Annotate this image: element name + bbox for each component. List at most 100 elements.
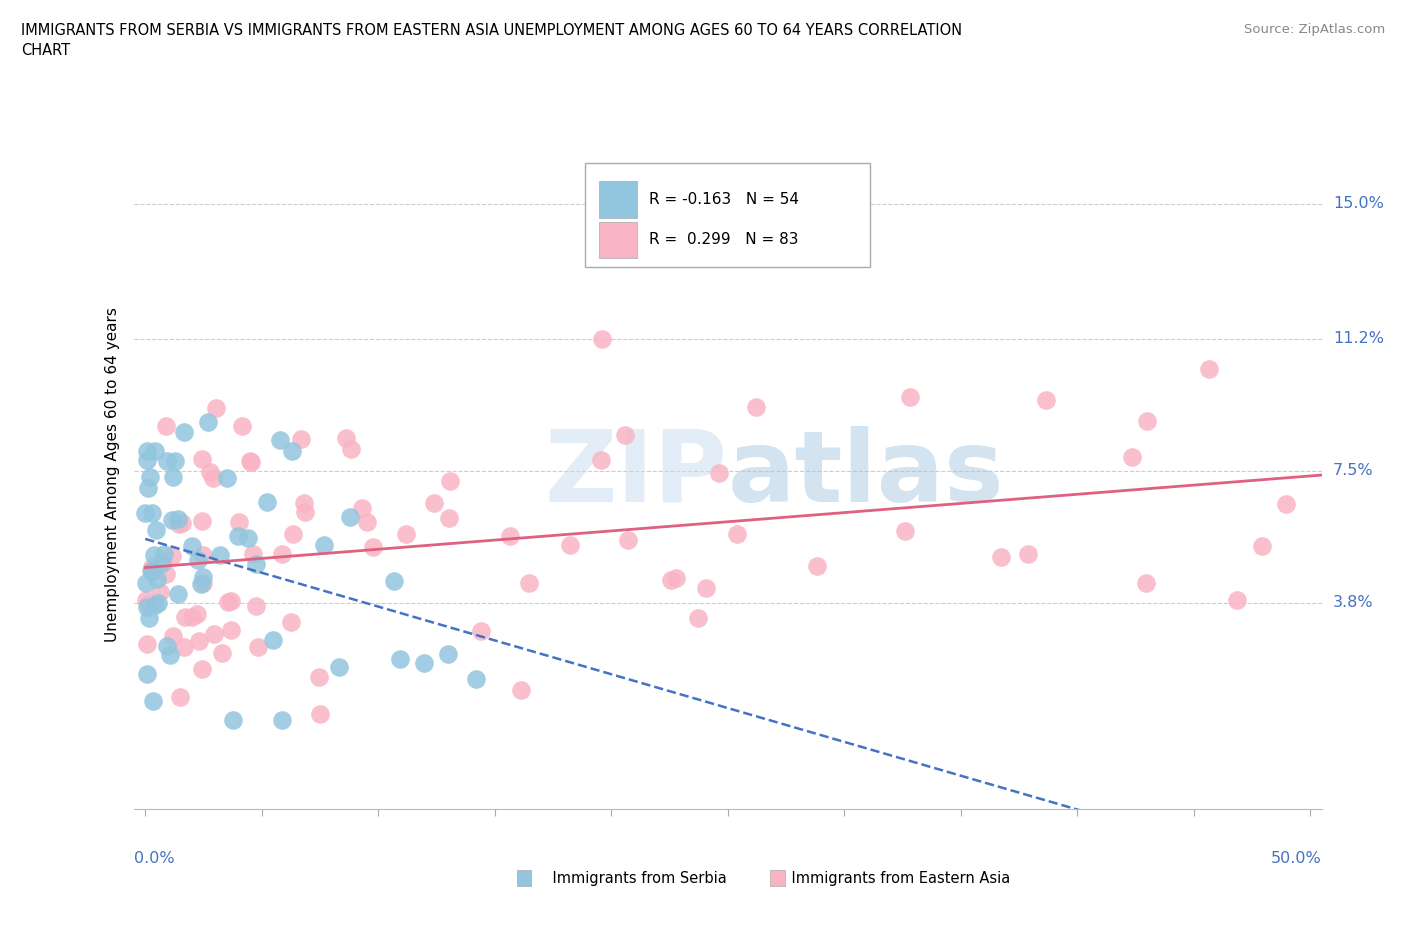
- Point: [350, 500, 373, 515]
- Point: [191, 662, 214, 677]
- Point: [361, 539, 384, 554]
- Point: [138, 597, 160, 612]
- Point: [1035, 392, 1057, 407]
- Point: [464, 671, 486, 686]
- Point: [191, 452, 214, 467]
- Point: [292, 495, 315, 510]
- Point: [589, 453, 612, 468]
- Point: [335, 431, 357, 445]
- Point: [202, 471, 225, 485]
- Point: [160, 512, 183, 527]
- Point: [665, 571, 688, 586]
- Point: [190, 577, 212, 591]
- Point: [143, 597, 166, 612]
- Point: [1121, 449, 1143, 464]
- Text: ZIP: ZIP: [544, 426, 728, 523]
- Point: [187, 552, 209, 567]
- Text: 50.0%: 50.0%: [1271, 851, 1322, 866]
- Point: [725, 526, 748, 541]
- Point: [166, 512, 188, 526]
- Point: [188, 633, 211, 648]
- Point: [136, 481, 159, 496]
- Text: R = -0.163   N = 54: R = -0.163 N = 54: [650, 193, 799, 207]
- Point: [136, 444, 159, 458]
- Point: [245, 557, 267, 572]
- Point: [149, 585, 172, 600]
- Point: [617, 532, 640, 547]
- Point: [280, 615, 302, 630]
- Point: [686, 610, 709, 625]
- Point: [138, 470, 160, 485]
- Point: [309, 707, 332, 722]
- Point: [245, 599, 267, 614]
- Point: [145, 523, 167, 538]
- Point: [142, 547, 165, 562]
- Point: [136, 667, 159, 682]
- Point: [173, 639, 195, 654]
- Point: [898, 390, 921, 405]
- Point: [163, 453, 186, 468]
- Point: [412, 656, 434, 671]
- Point: [613, 428, 636, 443]
- Point: [226, 528, 249, 543]
- Point: [560, 538, 582, 552]
- Point: [142, 694, 165, 709]
- Point: [191, 576, 214, 591]
- Point: [893, 524, 915, 538]
- Point: [262, 632, 284, 647]
- Point: [423, 496, 446, 511]
- Point: [211, 646, 233, 661]
- Point: [159, 648, 181, 663]
- Text: 15.0%: 15.0%: [1333, 196, 1384, 211]
- Point: [591, 331, 613, 346]
- Point: [173, 424, 195, 439]
- Point: [519, 576, 541, 591]
- Point: [209, 548, 232, 563]
- Text: R =  0.299   N = 83: R = 0.299 N = 83: [650, 232, 799, 247]
- Point: [1226, 592, 1249, 607]
- Point: [205, 400, 228, 415]
- Point: [219, 593, 242, 608]
- Point: [148, 595, 170, 610]
- Bar: [770, 870, 785, 886]
- Point: [162, 470, 184, 485]
- Point: [990, 550, 1012, 565]
- Point: [308, 670, 330, 684]
- Point: [294, 505, 316, 520]
- Point: [1198, 362, 1220, 377]
- Point: [281, 444, 304, 458]
- Point: [169, 689, 191, 704]
- Point: [339, 510, 361, 525]
- Point: [156, 639, 179, 654]
- Point: [162, 629, 184, 644]
- Point: [242, 547, 264, 562]
- Point: [240, 455, 263, 470]
- Point: [160, 549, 183, 564]
- Point: [695, 581, 717, 596]
- Point: [197, 415, 219, 430]
- Text: Source: ZipAtlas.com: Source: ZipAtlas.com: [1244, 23, 1385, 36]
- Point: [193, 570, 215, 585]
- Point: [169, 516, 191, 531]
- Point: [281, 526, 304, 541]
- Point: [141, 564, 163, 578]
- Point: [155, 567, 177, 582]
- Point: [439, 511, 461, 525]
- Point: [1251, 538, 1274, 553]
- Point: [136, 637, 159, 652]
- Point: [290, 432, 312, 446]
- Y-axis label: Unemployment Among Ages 60 to 64 years: Unemployment Among Ages 60 to 64 years: [104, 307, 120, 642]
- Point: [217, 595, 239, 610]
- Point: [222, 712, 245, 727]
- Bar: [599, 181, 637, 219]
- Point: [141, 564, 163, 578]
- Point: [136, 599, 159, 614]
- Point: [155, 418, 177, 433]
- Point: [806, 558, 828, 573]
- Point: [181, 609, 204, 624]
- Point: [180, 538, 202, 553]
- Text: Immigrants from Eastern Asia: Immigrants from Eastern Asia: [773, 871, 1011, 886]
- Point: [328, 660, 350, 675]
- Point: [1274, 497, 1296, 512]
- Point: [143, 444, 166, 458]
